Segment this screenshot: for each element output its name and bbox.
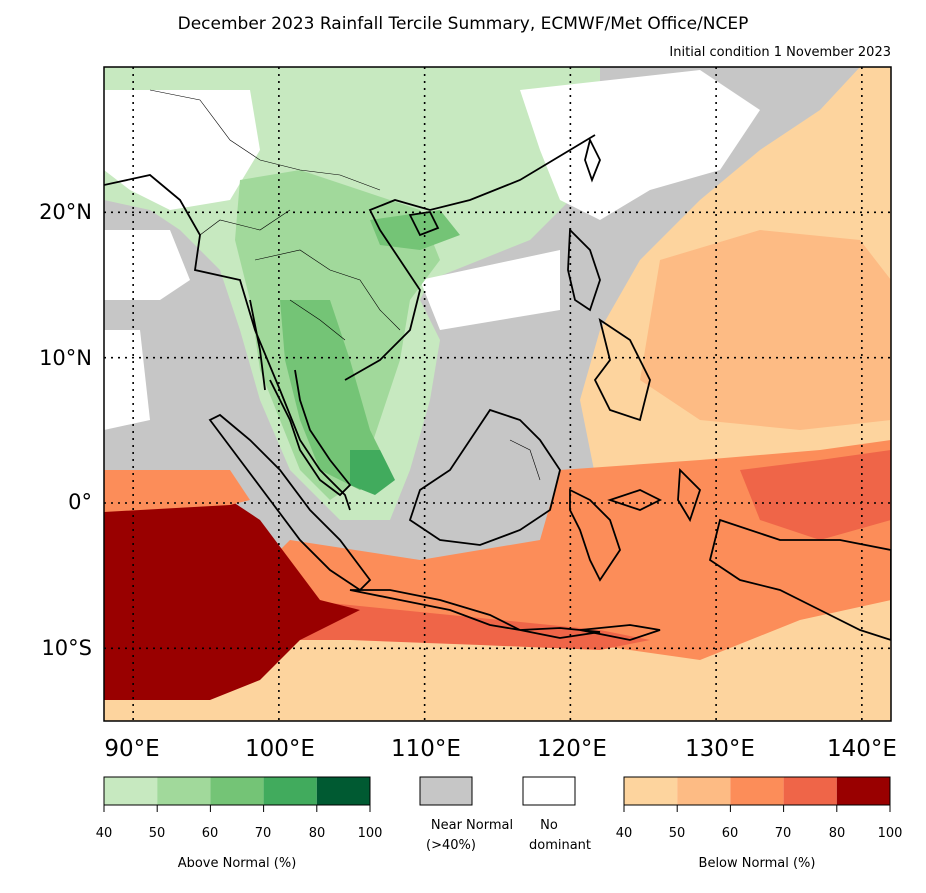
- map-subtitle: Initial condition 1 November 2023: [669, 45, 891, 60]
- below-tick-50: 50: [668, 826, 686, 841]
- no-dominant-region-3: [520, 70, 760, 220]
- above-tick-60: 60: [201, 826, 219, 841]
- below-tick-60: 60: [721, 826, 739, 841]
- above-normal-colorbar-segment-3: [263, 777, 317, 805]
- below-tick-70: 70: [774, 826, 792, 841]
- colorbar-below-normal: [623, 776, 891, 812]
- colorbar-above-normal: [103, 776, 371, 812]
- above-normal-colorbar-segment-0: [104, 777, 158, 805]
- coastline-philippines-luzon: [567, 227, 601, 312]
- below-normal-colorbar-segment-4: [836, 777, 890, 805]
- coastline-timor: [579, 624, 661, 641]
- gridline-layer: [104, 67, 891, 721]
- below-normal-colorbar-segment-0: [624, 777, 678, 805]
- below-tick-100: 100: [877, 826, 903, 841]
- near-normal-caption-line1: Near Normal: [430, 818, 514, 833]
- no-dominant-caption-line1: No: [540, 818, 558, 833]
- below-normal-60-sw-region: [104, 470, 250, 512]
- coastline-indochina: [104, 134, 596, 511]
- coastline-new-guinea: [708, 518, 891, 641]
- no-dominant-region-5: [104, 330, 150, 430]
- below-normal-50-region: [640, 230, 891, 430]
- lat-label-10s: 10°S: [41, 636, 92, 660]
- above-normal-colorbar-segment-1: [157, 777, 211, 805]
- above-normal-china-coast-region: [370, 210, 460, 250]
- below-normal-colorbar-segment-3: [783, 777, 837, 805]
- near-normal-caption-line2: (>40%): [426, 838, 476, 853]
- above-normal-colorbar-segment-4: [316, 777, 370, 805]
- above-normal-70-region: [350, 450, 395, 495]
- above-tick-100: 100: [357, 826, 383, 841]
- near-normal-swatch: [419, 776, 473, 806]
- coastline-borneo: [408, 408, 561, 546]
- below-normal-caption: Below Normal (%): [698, 856, 816, 871]
- no-dominant-swatch: [522, 776, 576, 806]
- coastline-hainan: [408, 211, 440, 237]
- below-tick-40: 40: [615, 826, 633, 841]
- above-normal-colorbar-frame: [103, 776, 371, 806]
- lon-label-140e: 140°E: [827, 736, 897, 762]
- no-dominant-region-4: [420, 250, 560, 330]
- coastline-sulawesi: [569, 488, 663, 582]
- below-normal-colorbar-frame: [623, 776, 891, 806]
- coastline-philippines-south: [593, 317, 651, 422]
- tercile-fill-layer: [104, 67, 891, 721]
- lon-label-130e: 130°E: [685, 736, 755, 762]
- map-title: December 2023 Rainfall Tercile Summary, …: [177, 14, 749, 34]
- above-tick-40: 40: [95, 826, 113, 841]
- coastline-taiwan: [584, 137, 601, 183]
- above-tick-50: 50: [148, 826, 166, 841]
- above-normal-caption: Above Normal (%): [177, 856, 297, 871]
- above-normal-60-region: [280, 300, 390, 490]
- map-frame: [103, 66, 892, 722]
- lon-label-100e: 100°E: [245, 736, 315, 762]
- lat-label-0: 0°: [68, 490, 92, 514]
- below-normal-colorbar-segment-1: [677, 777, 731, 805]
- coastline-sumatra: [208, 413, 372, 592]
- above-tick-70: 70: [254, 826, 272, 841]
- country-border-layer: [149, 89, 541, 481]
- above-tick-80: 80: [308, 826, 326, 841]
- no-dominant-caption-line2: dominant: [528, 838, 592, 853]
- below-normal-80-indian-ocean-region: [104, 500, 360, 700]
- coastline-halmahera: [677, 467, 702, 523]
- coastline-layer: [104, 134, 891, 641]
- coastline-sumbawa-chain: [519, 627, 601, 639]
- lat-label-10n: 10°N: [39, 346, 92, 370]
- no-dominant-region-1: [104, 90, 260, 210]
- lon-label-120e: 120°E: [537, 736, 607, 762]
- lon-label-90e: 90°E: [104, 736, 160, 762]
- coastline-malay-peninsula: [269, 369, 352, 497]
- lon-label-110e: 110°E: [391, 736, 461, 762]
- above-normal-colorbar-segment-2: [210, 777, 264, 805]
- lat-label-20n: 20°N: [39, 200, 92, 224]
- below-tick-80: 80: [828, 826, 846, 841]
- below-normal-70-region: [740, 450, 891, 540]
- below-normal-colorbar-segment-2: [730, 777, 784, 805]
- no-dominant-region-2: [104, 230, 190, 300]
